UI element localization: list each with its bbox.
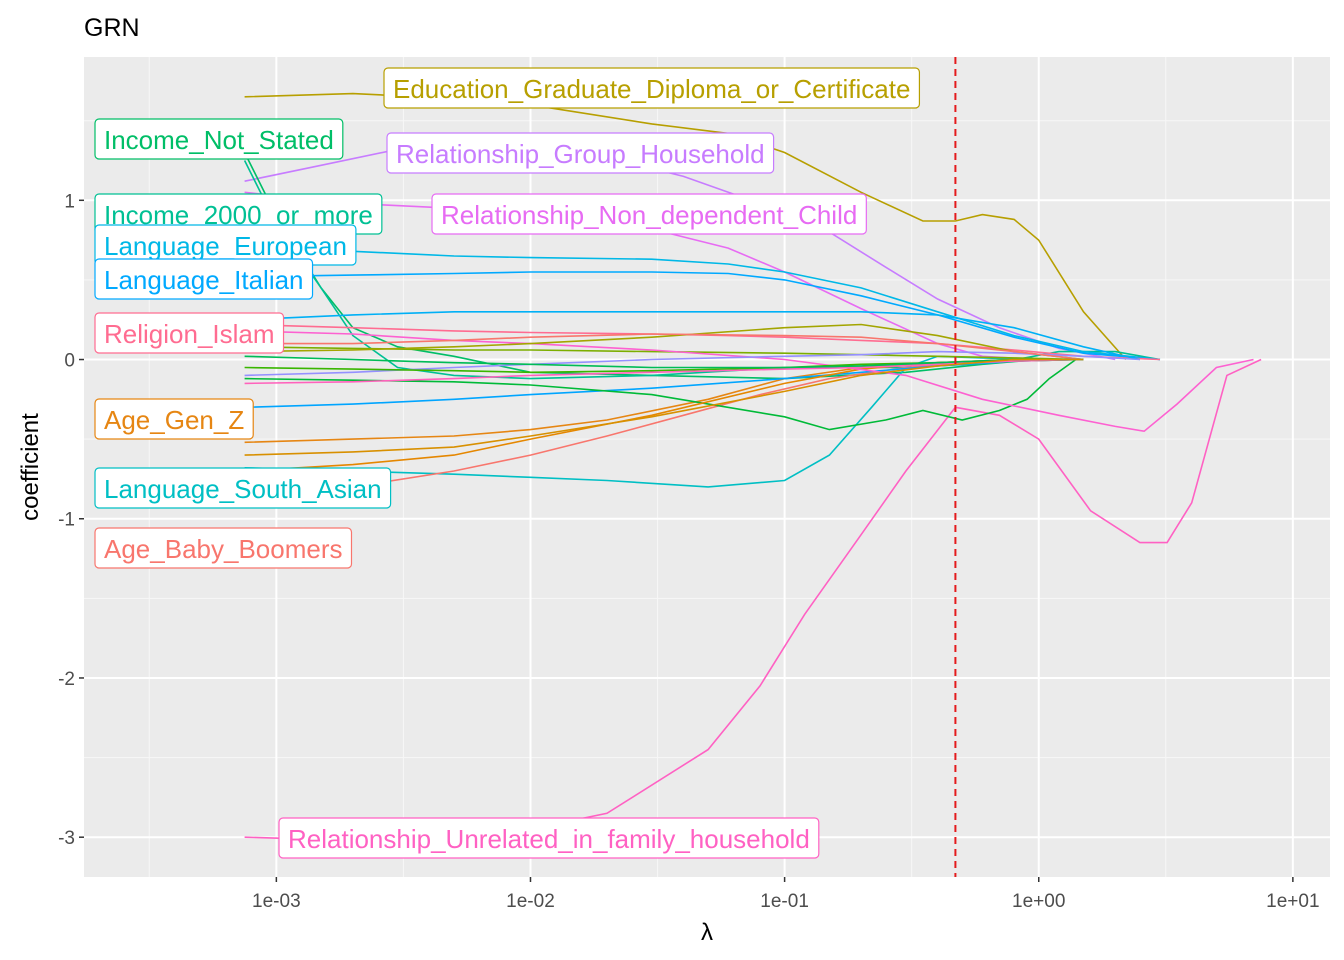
chart-title: GRN: [84, 14, 140, 42]
series-line: [244, 333, 1084, 361]
svg-text:Language_Italian: Language_Italian: [104, 265, 304, 295]
series-line: [244, 358, 1084, 456]
series-line: [244, 330, 1254, 433]
series-label-age-gen-z: Age_Gen_Z: [94, 398, 254, 440]
svg-text:Education_Graduate_Diploma_or_: Education_Graduate_Diploma_or_Certificat…: [393, 74, 910, 104]
x-tick-label: 1e+00: [1012, 891, 1065, 912]
y-tick-label: -2: [58, 669, 75, 690]
y-tick-label: -1: [58, 510, 75, 531]
series-label-relationship-unrelated-in-family-household: Relationship_Unrelated_in_family_househo…: [278, 817, 820, 859]
series-label-age-baby-boomers: Age_Baby_Boomers: [94, 527, 353, 569]
y-tick-label: 0: [64, 351, 75, 372]
series-label-education-graduate-diploma-or-certificate: Education_Graduate_Diploma_or_Certificat…: [383, 67, 921, 109]
series-label-language-south-asian: Language_South_Asian: [94, 467, 392, 509]
coefficient-lines: [243, 92, 1262, 842]
series-label-income-2000-or-more: Income_2000_or_more: [94, 193, 383, 235]
series-label-relationship-non-dependent-child: Relationship_Non_dependent_Child: [431, 193, 867, 235]
svg-text:Age_Baby_Boomers: Age_Baby_Boomers: [104, 534, 342, 564]
x-tick-label: 1e+01: [1266, 891, 1319, 912]
series-label-income-not-stated: Income_Not_Stated: [94, 118, 344, 160]
x-tick-label: 1e-01: [760, 891, 809, 912]
axis-ticks: -3 -2 -1 0 1 1e-03 1e-02 1e-01 1e+00 1e+01: [58, 191, 1319, 912]
series-label-language-european: Language_European: [94, 224, 357, 266]
svg-text:Income_Not_Stated: Income_Not_Stated: [104, 125, 334, 155]
series-line: [244, 310, 1141, 361]
svg-text:Relationship_Group_Household: Relationship_Group_Household: [396, 139, 765, 169]
x-tick-label: 1e-02: [506, 891, 555, 912]
x-tick-label: 1e-03: [252, 891, 301, 912]
y-axis-label: coefficient: [17, 413, 44, 521]
plot-panel: [84, 57, 1330, 877]
series-line: [244, 355, 1084, 369]
series-line-religion-islam: [244, 323, 1161, 361]
x-axis-label: λ: [701, 919, 713, 946]
svg-text:Age_Gen_Z: Age_Gen_Z: [104, 405, 244, 435]
series-label-religion-islam: Religion_Islam: [94, 312, 285, 354]
series-line-age-baby-boomers: [244, 358, 1059, 504]
svg-text:Relationship_Unrelated_in_fami: Relationship_Unrelated_in_family_househo…: [288, 824, 810, 854]
series-line: [244, 323, 1084, 361]
y-tick-label: 1: [64, 191, 75, 212]
series-line-language-italian: [244, 271, 1161, 361]
series-line: [244, 358, 1077, 431]
svg-text:Relationship_Non_dependent_Chi: Relationship_Non_dependent_Child: [441, 200, 857, 230]
series-labels: Education_Graduate_Diploma_or_Certificat…: [94, 67, 921, 859]
svg-text:Language_European: Language_European: [104, 231, 347, 261]
svg-text:Religion_Islam: Religion_Islam: [104, 319, 275, 349]
svg-text:Language_South_Asian: Language_South_Asian: [104, 474, 382, 504]
series-label-relationship-group-household: Relationship_Group_Household: [386, 132, 775, 174]
y-tick-label: -3: [58, 828, 75, 849]
series-line-language-european: [244, 247, 1161, 361]
series-label-language-italian: Language_Italian: [94, 258, 314, 300]
